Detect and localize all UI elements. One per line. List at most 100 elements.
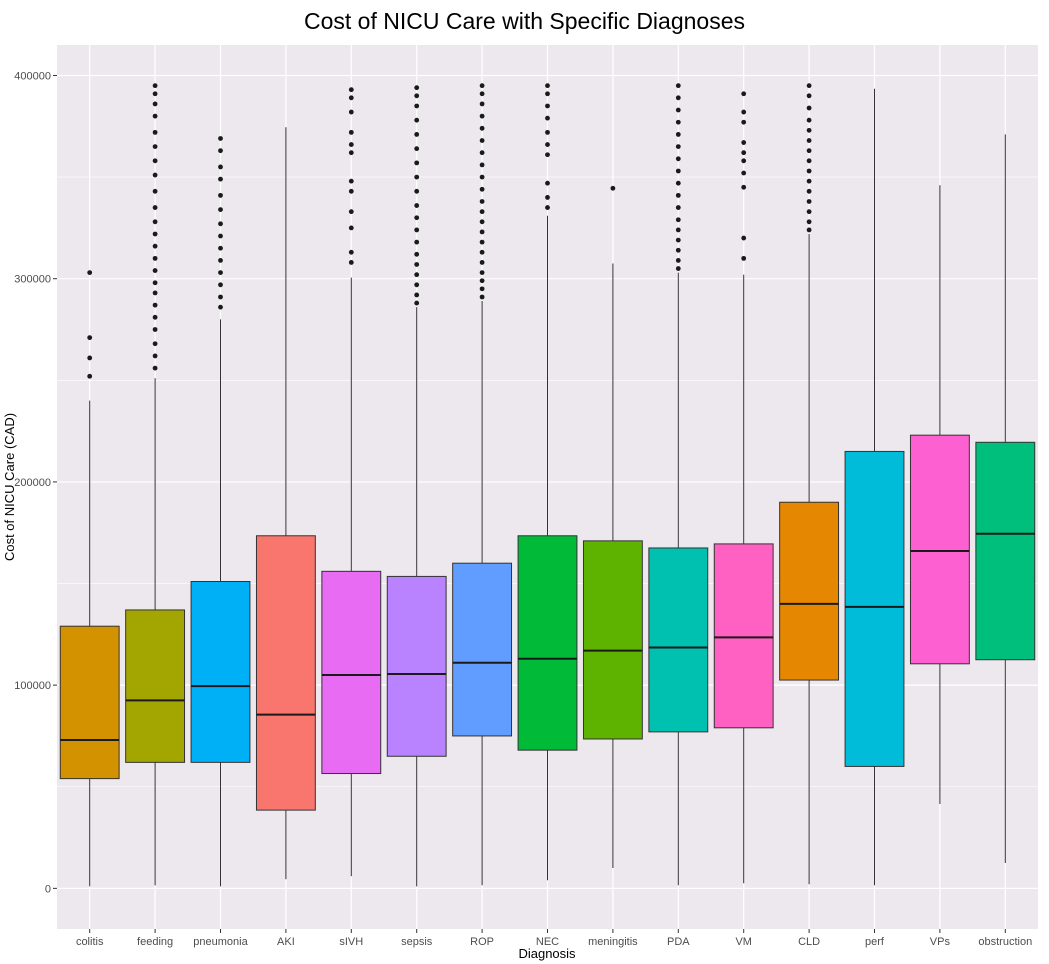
outlier-point: [479, 138, 485, 143]
outlier-point: [414, 300, 420, 306]
chart-title: Cost of NICU Care with Specific Diagnose…: [304, 8, 745, 34]
box-VPs: [909, 185, 970, 805]
box-iqr: [321, 570, 382, 775]
outlier-point: [414, 262, 420, 267]
outlier-point: [806, 83, 812, 89]
box-pneumonia: [190, 136, 251, 887]
box-AKI: [255, 127, 316, 880]
outlier-point: [545, 152, 550, 158]
outlier-point: [152, 353, 158, 359]
outlier-point: [348, 249, 354, 255]
outlier-point: [218, 270, 223, 276]
box-iqr: [59, 625, 120, 780]
outlier-point: [479, 260, 485, 265]
box-CLD: [779, 83, 840, 885]
box-iqr: [975, 441, 1036, 661]
box-sIVH: [321, 87, 382, 877]
outlier-point: [152, 243, 158, 249]
box-iqr: [909, 434, 970, 665]
outlier-point: [414, 132, 420, 137]
outlier-point: [479, 150, 485, 156]
outlier-point: [675, 83, 681, 89]
outlier-point: [479, 113, 485, 119]
outlier-point: [218, 192, 223, 198]
outlier-point: [152, 188, 158, 194]
outlier-point: [545, 205, 550, 210]
outlier-point: [152, 129, 158, 135]
outlier-point: [152, 91, 158, 97]
outlier-point: [545, 195, 550, 200]
x-tick-label: colitis: [76, 936, 104, 948]
outlier-point: [348, 87, 354, 93]
outlier-point: [348, 178, 354, 184]
outlier-point: [414, 227, 420, 233]
outlier-point: [152, 365, 158, 371]
outlier-point: [152, 172, 158, 178]
y-axis-ticks: 0 100000 200000 300000 400000: [14, 70, 57, 895]
outlier-point: [479, 286, 485, 292]
outlier-point: [741, 184, 747, 190]
boxes-layer: [59, 83, 1036, 887]
outlier-point: [806, 138, 812, 143]
outlier-point: [218, 148, 223, 154]
outlier-point: [414, 117, 420, 123]
box-sepsis: [386, 85, 447, 887]
outlier-point: [414, 282, 420, 288]
outlier-point: [87, 335, 93, 341]
outlier-point: [675, 237, 681, 243]
outlier-point: [152, 341, 158, 347]
outlier-point: [152, 280, 158, 286]
x-tick-label: pneumonia: [193, 936, 248, 948]
outlier-point: [675, 192, 681, 198]
outlier-point: [741, 119, 747, 125]
x-tick-label: VM: [735, 936, 752, 948]
outlier-point: [152, 314, 158, 320]
box-iqr: [713, 543, 774, 729]
x-axis-title: Diagnosis: [518, 946, 576, 961]
box-iqr: [255, 535, 316, 811]
x-tick-label: perf: [865, 936, 885, 948]
outlier-point: [479, 229, 485, 235]
outlier-point: [479, 239, 485, 245]
outlier-point: [152, 268, 158, 273]
outlier-point: [806, 178, 812, 184]
box-iqr: [844, 450, 905, 767]
x-tick-label: ROP: [470, 936, 494, 948]
outlier-point: [348, 142, 354, 147]
box-perf: [844, 88, 905, 886]
outlier-point: [741, 158, 747, 164]
outlier-point: [414, 103, 420, 109]
outlier-point: [218, 282, 223, 288]
outlier-point: [479, 249, 485, 255]
outlier-point: [741, 109, 747, 115]
outlier-point: [414, 160, 420, 166]
outlier-point: [806, 148, 812, 154]
outlier-point: [87, 355, 93, 361]
outlier-point: [152, 144, 158, 150]
outlier-point: [610, 185, 616, 191]
x-tick-label: sIVH: [339, 936, 363, 948]
outlier-point: [218, 258, 223, 263]
outlier-point: [414, 146, 420, 152]
outlier-point: [479, 174, 485, 180]
y-tick-label: 200000: [14, 477, 51, 489]
outlier-point: [348, 129, 354, 135]
outlier-point: [414, 85, 420, 91]
outlier-point: [218, 221, 223, 227]
outlier-point: [218, 304, 223, 310]
outlier-point: [675, 227, 681, 233]
outlier-point: [675, 247, 681, 253]
outlier-point: [348, 150, 354, 156]
outlier-point: [545, 83, 550, 89]
outlier-point: [152, 290, 158, 296]
outlier-point: [414, 272, 420, 278]
outlier-point: [218, 245, 223, 251]
outlier-point: [806, 158, 812, 164]
y-tick-label: 300000: [14, 274, 51, 286]
y-tick-label: 100000: [14, 680, 51, 692]
y-tick-label: 400000: [14, 70, 51, 82]
box-NEC: [517, 83, 578, 881]
outlier-point: [218, 294, 223, 300]
outlier-point: [348, 225, 354, 231]
outlier-point: [152, 83, 158, 89]
